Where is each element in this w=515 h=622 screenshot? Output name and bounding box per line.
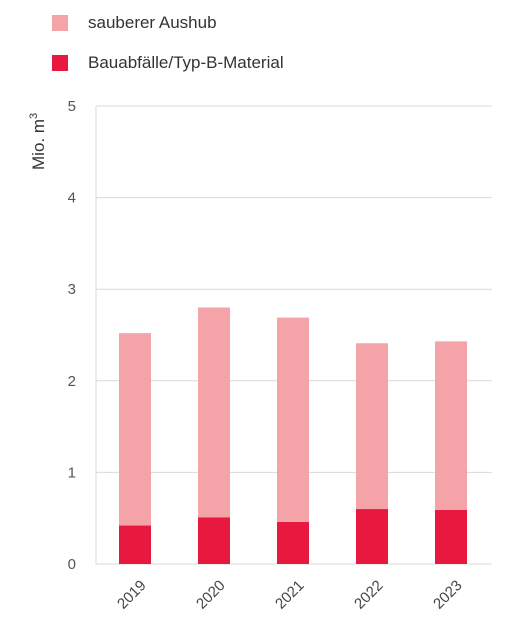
legend-swatch-clean-excavation (52, 15, 68, 31)
legend-label-clean-excavation: sauberer Aushub (88, 13, 217, 32)
x-tick-labels: 2019 2020 2021 2022 2023 (114, 577, 466, 613)
bar-2022-series-0 (356, 509, 388, 564)
y-axis-title: Mio. m3 (28, 113, 48, 170)
bar-2020-series-1 (198, 307, 230, 518)
legend-item-construction-waste: Bauabfälle/Typ-B-Material (52, 53, 284, 72)
legend-swatch-construction-waste (52, 55, 68, 71)
y-tick-labels: 0 1 2 3 4 5 (68, 98, 76, 573)
x-tick-label-2019: 2019 (114, 577, 150, 613)
x-tick-label-2020: 2020 (193, 577, 229, 613)
bar-2022-series-1 (356, 343, 388, 510)
x-tick-label-2021: 2021 (272, 577, 308, 613)
bar-2019-series-1 (119, 333, 151, 526)
y-tick-label-2: 2 (68, 373, 76, 390)
y-tick-label-5: 5 (68, 98, 76, 115)
y-axis-label-superscript: 3 (28, 113, 40, 119)
y-tick-label-0: 0 (68, 556, 76, 573)
bar-2021-series-1 (277, 317, 309, 522)
legend-item-clean-excavation: sauberer Aushub (52, 13, 217, 32)
legend-label-construction-waste: Bauabfälle/Typ-B-Material (88, 53, 284, 72)
grid-lines (95, 105, 492, 565)
y-tick-label-1: 1 (68, 464, 76, 481)
bar-2023-series-0 (435, 509, 467, 564)
y-axis-label-text: Mio. m (29, 119, 48, 170)
y-tick-label-3: 3 (68, 281, 76, 298)
legend: sauberer Aushub Bauabfälle/Typ-B-Materia… (52, 13, 284, 72)
y-tick-label-4: 4 (68, 190, 76, 207)
bars (119, 307, 467, 564)
x-tick-label-2022: 2022 (351, 577, 387, 613)
x-tick-label-2023: 2023 (430, 577, 466, 613)
bar-2020-series-0 (198, 517, 230, 564)
bar-2021-series-0 (277, 521, 309, 564)
bar-2023-series-1 (435, 341, 467, 510)
bar-2019-series-0 (119, 525, 151, 564)
y-axis-label: Mio. m3 (28, 113, 48, 170)
